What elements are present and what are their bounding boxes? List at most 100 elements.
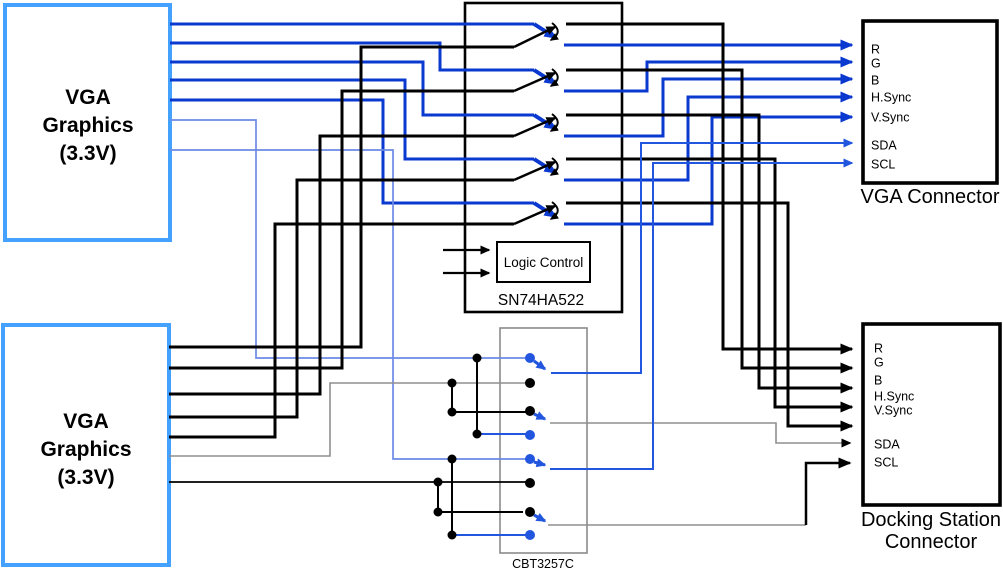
mux-switch-icon: [513, 157, 559, 182]
wire-vga2-g: [169, 89, 514, 370]
docking-connector-pin-label: R: [874, 342, 883, 356]
wire-dock-b: [566, 113, 854, 394]
docking-connector-pin-label: SDA: [874, 438, 900, 452]
wire-vga2-r: [169, 45, 514, 349]
junction-dot: [472, 429, 482, 439]
junction-dot: [447, 530, 457, 540]
mux-part-number-label: SN74HA522: [498, 292, 584, 309]
switch-black-arm: [513, 160, 557, 182]
wire-vga2-hsync: [169, 178, 514, 419]
junction-dot: [447, 378, 457, 388]
switch-black-arm: [513, 71, 557, 93]
wire-vga1-hsync: [170, 78, 534, 161]
switch-contact-dot: [525, 478, 535, 488]
switch-contact-dot: [525, 353, 535, 363]
vga-graphics-bottom-box: [1, 323, 171, 567]
wire-vga1-scl: [170, 149, 526, 460]
vga-graphics-label: Graphics: [40, 438, 131, 461]
ddc-switch-icon: [525, 507, 547, 540]
switch-contact-dot: [525, 378, 535, 388]
wire-cbt-out-dock-sda: [550, 422, 852, 448]
docking-connector-pin-label: SCL: [874, 456, 898, 470]
junction-dot: [447, 407, 457, 417]
switch-blue-arm: [533, 512, 547, 523]
switch-contact-dot: [525, 454, 535, 464]
vga-graphics-label: (3.3V): [59, 142, 116, 165]
vga-graphics-top-box: [3, 3, 172, 242]
ddc-switch-icon: [525, 353, 547, 388]
docking-connector-pin-label: V.Sync: [874, 404, 912, 418]
switch-toggle-arc-icon: [549, 113, 559, 132]
vga-graphics-label: Graphics: [42, 114, 133, 137]
mux-switch-icon: [513, 201, 559, 226]
switch-toggle-arc-icon: [549, 68, 559, 87]
switch-contact-dot: [525, 406, 535, 416]
vga-graphics-label: (3.3V): [57, 466, 114, 489]
switch-contact-dot: [525, 507, 535, 517]
vga-connector-pin-label: SCL: [871, 158, 895, 172]
wire-mux-out-hsync: [564, 91, 854, 182]
ddc-switch-icon: [525, 406, 547, 440]
wire-mux-out-b: [564, 73, 854, 138]
wire-cbt-out-vga-sda: [551, 138, 854, 374]
junction-dot: [447, 454, 457, 464]
wire-vga2-b: [169, 134, 514, 396]
wire-dock-vsync: [566, 201, 854, 432]
wire-dock-hsync: [566, 157, 854, 413]
switch-toggle-arc-icon: [549, 157, 559, 176]
vga-connector-box: [861, 19, 999, 185]
switch-black-arm: [513, 116, 557, 138]
vga-connector-pin-label: B: [871, 74, 879, 88]
switch-blue-arm: [533, 458, 547, 468]
wire-vga1-sda: [170, 119, 526, 359]
vga-connector-pin-label: R: [871, 43, 880, 57]
docking-connector-pin-label: G: [874, 356, 884, 370]
switch-black-arm: [513, 204, 557, 226]
logic-control-box: [496, 241, 591, 283]
wire-vga1-b: [170, 60, 534, 117]
junction-dot: [433, 507, 443, 517]
vga-graphics-label: VGA: [65, 86, 111, 109]
wire-cbt-out-vga-scl: [550, 158, 854, 470]
docking-connector-pin-label: B: [874, 374, 882, 388]
mux-switches-layer: [513, 22, 559, 226]
vga-connector-pin-label: V.Sync: [871, 111, 909, 125]
vga-connector-pin-label: G: [871, 57, 881, 71]
vga-connector-label: VGA Connector: [861, 186, 1000, 208]
wire-vga1-g: [170, 41, 534, 72]
switch-contact-dot: [525, 530, 535, 540]
wire-vga2-sda: [169, 382, 526, 457]
wire-vga2-vsync: [169, 222, 514, 439]
labels-layer: VGA Graphics (3.3V) VGA Graphics (3.3V) Logic …: [40, 43, 1001, 572]
mux-switch-icon: [513, 113, 559, 138]
wire-mux-out-g: [564, 56, 854, 93]
wires-layer: [169, 22, 854, 536]
switch-toggle-arc-icon: [549, 201, 559, 220]
vga-graphics-label: VGA: [63, 410, 109, 433]
switch-blue-arm: [533, 411, 547, 421]
ddc-switches-layer: [433, 353, 547, 540]
switch-toggle-arc-icon: [549, 22, 559, 41]
mux-switch-icon: [513, 22, 559, 49]
mux-switch-icon: [513, 68, 559, 93]
wire-vga1-vsync: [170, 98, 534, 205]
switch-contact-dot: [525, 430, 535, 440]
docking-connector-label: Docking Station: [861, 509, 1001, 531]
junction-dot: [472, 353, 482, 363]
ddc-switch-icon: [525, 454, 547, 488]
switch-black-arm: [513, 25, 557, 49]
wire-cbt-out-dock-scl: [804, 457, 852, 525]
vga-connector-pin-label: H.Sync: [871, 91, 911, 105]
docking-connector-pin-label: H.Sync: [874, 390, 914, 404]
ddc-part-number-label: CBT3257C: [512, 557, 574, 571]
wire-dock-g: [566, 68, 854, 374]
wire-mux-out-vsync: [564, 111, 854, 226]
vga-connector-pin-label: SDA: [871, 139, 897, 153]
docking-connector-label: Connector: [885, 531, 978, 553]
docking-connector-box: [861, 322, 1002, 507]
junction-dot: [433, 477, 443, 487]
logic-control-label: Logic Control: [504, 255, 584, 270]
